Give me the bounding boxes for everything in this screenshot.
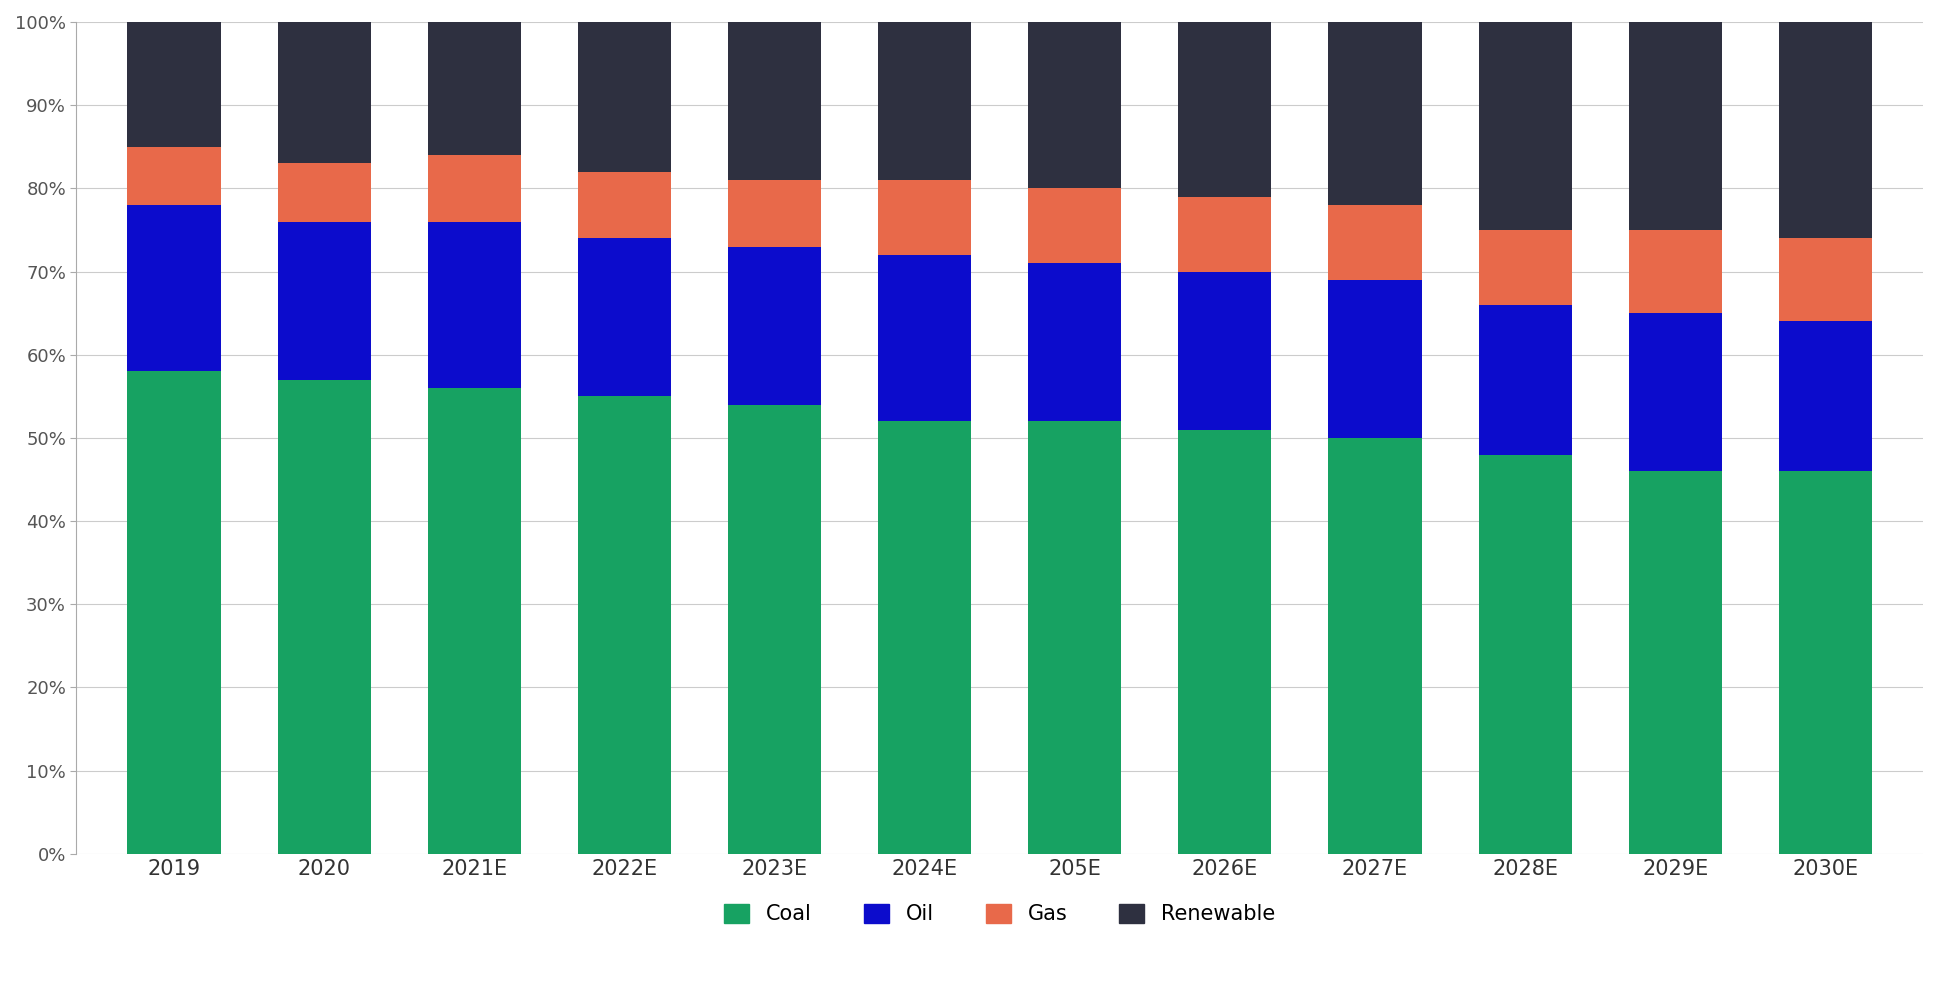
Bar <box>1628 230 1721 313</box>
Bar <box>128 205 221 371</box>
Bar <box>277 221 370 380</box>
Bar <box>1178 272 1271 430</box>
Bar <box>1479 22 1572 230</box>
Bar <box>729 22 822 180</box>
Bar <box>128 147 221 205</box>
Bar <box>1479 305 1572 454</box>
Bar <box>1628 313 1721 471</box>
Bar <box>428 22 521 155</box>
Bar <box>128 371 221 854</box>
Bar <box>729 180 822 247</box>
Bar <box>277 380 370 854</box>
Bar <box>428 221 521 388</box>
Bar <box>578 172 671 238</box>
Bar <box>1479 454 1572 854</box>
Legend: Coal, Oil, Gas, Renewable: Coal, Oil, Gas, Renewable <box>713 894 1285 934</box>
Bar <box>1029 263 1122 422</box>
Bar <box>578 22 671 172</box>
Bar <box>1178 22 1271 196</box>
Bar <box>1628 471 1721 854</box>
Bar <box>878 255 971 422</box>
Bar <box>1628 22 1721 230</box>
Bar <box>878 22 971 180</box>
Bar <box>1029 422 1122 854</box>
Bar <box>578 238 671 397</box>
Bar <box>1178 196 1271 272</box>
Bar <box>1779 22 1872 238</box>
Bar <box>1328 437 1422 854</box>
Bar <box>1328 22 1422 205</box>
Bar <box>1029 22 1122 188</box>
Bar <box>578 397 671 854</box>
Bar <box>1178 430 1271 854</box>
Bar <box>729 405 822 854</box>
Bar <box>128 22 221 147</box>
Bar <box>1328 280 1422 437</box>
Bar <box>428 155 521 221</box>
Bar <box>1029 188 1122 263</box>
Bar <box>1779 238 1872 321</box>
Bar <box>729 247 822 405</box>
Bar <box>878 422 971 854</box>
Bar <box>1328 205 1422 280</box>
Bar <box>428 388 521 854</box>
Bar <box>1779 321 1872 471</box>
Bar <box>1779 471 1872 854</box>
Bar <box>1479 230 1572 305</box>
Bar <box>277 164 370 221</box>
Bar <box>277 22 370 164</box>
Bar <box>878 180 971 255</box>
